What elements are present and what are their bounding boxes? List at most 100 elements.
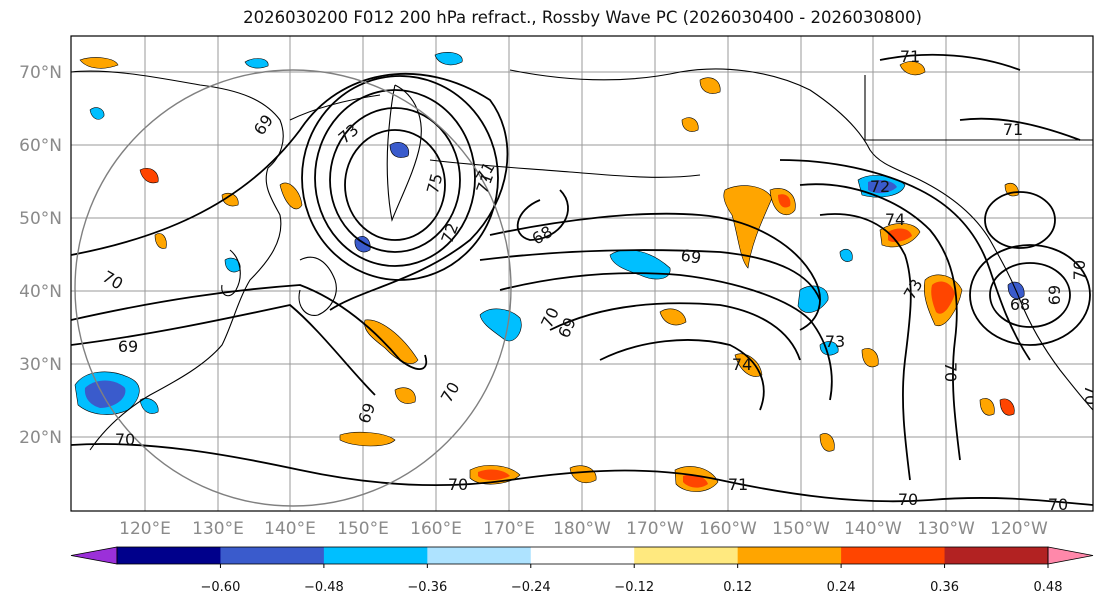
contour-label: 70 xyxy=(115,430,135,449)
positive-patch xyxy=(683,474,708,488)
contour-line xyxy=(516,189,569,241)
colorbar-segment xyxy=(944,547,1049,564)
contour-label: 68 xyxy=(1010,295,1030,314)
positive-patch xyxy=(394,387,416,404)
contour-line xyxy=(499,272,833,401)
colorbar-tick-label: −0.60 xyxy=(201,580,241,595)
na-west-coast xyxy=(1019,299,1093,411)
colorbar-segment xyxy=(427,547,532,564)
contour-label: 70 xyxy=(941,362,960,382)
colorbar-tick-label: −0.12 xyxy=(614,580,654,595)
negative-patch xyxy=(479,308,522,342)
contour-line xyxy=(959,117,1081,141)
colorbar-segment xyxy=(323,547,428,564)
longitude-label: 150°W xyxy=(772,519,830,539)
latitude-label: 50°N xyxy=(19,209,62,229)
asia-coast xyxy=(71,70,284,451)
gridlines xyxy=(71,36,1093,511)
positive-patch xyxy=(899,61,926,76)
negative-patch xyxy=(434,52,463,66)
contour-line xyxy=(71,304,376,396)
colorbar xyxy=(70,546,1094,565)
colorbar-segment xyxy=(634,547,739,564)
latitude-label: 40°N xyxy=(19,282,62,302)
contour-line xyxy=(779,159,1031,361)
contour-label: 71 xyxy=(728,475,748,494)
negative-patch xyxy=(139,398,159,414)
positive-patch xyxy=(861,348,879,368)
colorbar-extend-low xyxy=(70,546,118,565)
negative-patch xyxy=(389,142,410,158)
contour-label: 69 xyxy=(1045,285,1064,305)
longitude-label: 160°E xyxy=(410,519,462,539)
colorbar-segment xyxy=(117,547,221,564)
positive-patch xyxy=(699,77,721,94)
colorbar-tick-label: 0.48 xyxy=(1034,580,1063,595)
colorbar-segment xyxy=(220,547,325,564)
contour-ring xyxy=(329,107,461,253)
contour-ring xyxy=(969,244,1091,346)
contour-ring xyxy=(984,191,1056,249)
positive-patch xyxy=(569,465,597,483)
contour-label: 69 xyxy=(679,245,702,267)
colorbar-segment xyxy=(841,547,946,564)
colorbar-extend-high xyxy=(1047,546,1094,565)
negative-patch-core xyxy=(868,179,897,194)
positive-patch xyxy=(478,469,510,481)
positive-patch xyxy=(139,168,159,184)
positive-patch xyxy=(979,398,995,416)
colorbar-labels: −0.60 −0.48 −0.36 −0.24 −0.12 0.12 0.24 0.36 0.4… xyxy=(201,564,1063,595)
longitude-label: 170°W xyxy=(626,519,684,539)
map-title: 2026030200 F012 200 hPa refract., Rossby… xyxy=(243,8,922,27)
negative-patch xyxy=(839,248,853,262)
contour-ring xyxy=(989,262,1071,328)
positive-patch xyxy=(364,319,419,364)
contour-label: 74 xyxy=(732,355,752,374)
longitude-label: 140°E xyxy=(264,519,316,539)
colorbar-segment xyxy=(737,547,842,564)
map-border xyxy=(70,35,1094,512)
contour-label: 72 xyxy=(870,177,890,196)
colorbar-tick-label: −0.36 xyxy=(407,580,447,595)
aleutians xyxy=(429,159,701,178)
positive-patch xyxy=(659,308,687,326)
contour-line xyxy=(599,339,765,411)
positive-patch xyxy=(279,182,303,210)
contour-line xyxy=(479,249,821,301)
contour-label: 69 xyxy=(118,337,138,356)
latitude-label: 70°N xyxy=(19,63,62,83)
colorbar-tick-label: 0.36 xyxy=(930,580,959,595)
positive-patch xyxy=(999,398,1015,416)
positive-patch xyxy=(221,192,239,207)
colorbar-tick-label: −0.48 xyxy=(304,580,344,595)
positive-patch-core xyxy=(931,281,955,314)
positive-patch xyxy=(79,57,119,69)
longitude-label: 180°W xyxy=(553,519,611,539)
latitude-label: 20°N xyxy=(19,428,62,448)
longitude-label: 130°E xyxy=(192,519,244,539)
latitude-labels: 70°N 60°N 50°N 40°N 30°N 20°N xyxy=(19,63,62,448)
contour-label: 71 xyxy=(1003,120,1023,139)
longitude-labels: 120°E 130°E 140°E 150°E 160°E 170°E 180°W 170°W… xyxy=(119,519,1048,539)
longitude-label: 160°W xyxy=(699,519,757,539)
negative-patch xyxy=(244,58,269,69)
contour-label: 70 xyxy=(1070,260,1089,280)
colorbar-tick-label: 0.12 xyxy=(723,580,752,595)
positive-patch xyxy=(819,433,835,452)
contour-label: 70 xyxy=(898,490,918,509)
longitude-label: 140°W xyxy=(844,519,902,539)
contour-line xyxy=(549,302,801,361)
refractivity-contours xyxy=(71,53,1093,506)
contour-label: 70 xyxy=(1048,495,1068,514)
contour-label: 70 xyxy=(1081,385,1100,405)
latitude-label: 30°N xyxy=(19,355,62,375)
contour-line xyxy=(71,443,1093,506)
positive-patch-core xyxy=(778,194,791,208)
latitude-label: 60°N xyxy=(19,136,62,156)
longitude-label: 150°E xyxy=(337,519,389,539)
contour-label: 70 xyxy=(448,475,468,494)
alaska-coast xyxy=(509,68,1021,301)
longitude-label: 120°E xyxy=(119,519,171,539)
contour-label: 73 xyxy=(825,332,845,351)
